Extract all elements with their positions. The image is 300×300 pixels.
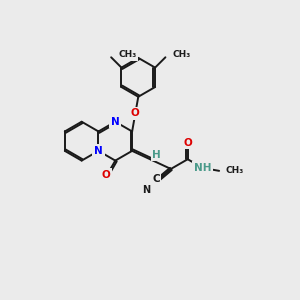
Text: N: N: [94, 146, 103, 156]
Text: N: N: [111, 117, 120, 127]
Text: CH₃: CH₃: [226, 166, 244, 175]
Text: CH₃: CH₃: [173, 50, 191, 59]
Text: O: O: [183, 138, 192, 148]
Text: C: C: [152, 174, 160, 184]
Text: O: O: [101, 170, 110, 180]
Text: NH: NH: [194, 163, 211, 173]
Text: N: N: [142, 184, 150, 195]
Text: H: H: [152, 150, 161, 160]
Text: O: O: [131, 108, 140, 118]
Text: CH₃: CH₃: [118, 50, 137, 59]
